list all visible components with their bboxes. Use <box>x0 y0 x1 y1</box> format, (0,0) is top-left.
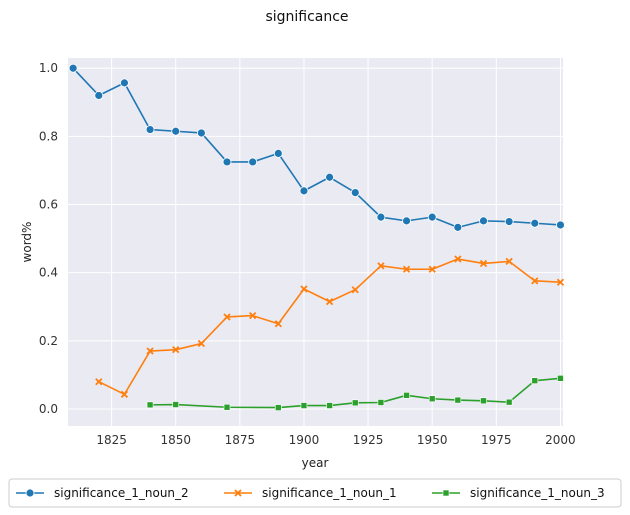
data-point <box>274 320 282 328</box>
data-point <box>273 149 283 158</box>
data-point <box>453 222 463 232</box>
plot-area <box>68 58 563 426</box>
data-point <box>351 399 359 407</box>
legend-item: significance_1_noun_1 <box>224 486 397 500</box>
y-tick-labels: 0.0 0.2 0.4 0.6 0.8 1.0 <box>39 61 58 416</box>
data-point <box>146 401 154 409</box>
series-layer <box>68 63 565 411</box>
data-point <box>556 278 565 286</box>
data-point <box>480 397 487 405</box>
data-point <box>172 401 180 408</box>
y-tick-label: 1.0 <box>39 61 58 75</box>
data-point <box>442 489 450 497</box>
data-point <box>325 172 335 182</box>
series-significance_1_noun_2 <box>68 63 565 232</box>
data-point <box>325 297 334 306</box>
x-tick-label: 1850 <box>160 433 191 447</box>
series-significance_1_noun_3 <box>146 374 564 411</box>
data-point <box>505 257 513 266</box>
data-point <box>326 402 333 409</box>
y-tick-label: 0.8 <box>39 129 58 143</box>
data-point <box>351 286 359 294</box>
data-point <box>299 186 309 196</box>
y-tick-label: 0.0 <box>39 402 58 416</box>
legend-label: significance_1_noun_2 <box>54 486 189 500</box>
x-tick-label: 1950 <box>417 433 448 447</box>
data-point <box>300 402 308 409</box>
legend-item: significance_1_noun_3 <box>432 486 605 500</box>
x-tick-label: 1825 <box>96 433 127 447</box>
data-point <box>95 378 103 386</box>
data-point <box>68 63 78 73</box>
data-point <box>145 125 155 134</box>
data-point <box>403 392 410 399</box>
data-point <box>428 265 436 273</box>
data-point <box>557 374 564 382</box>
x-tick-label: 1975 <box>481 433 512 447</box>
data-point <box>376 212 386 222</box>
legend: significance_1_noun_2 significance_1_noun… <box>8 478 622 508</box>
data-point <box>402 216 411 226</box>
legend-label: significance_1_noun_3 <box>470 486 605 500</box>
data-point <box>223 313 231 321</box>
y-tick-label: 0.6 <box>39 198 58 212</box>
data-point <box>350 188 360 197</box>
data-point <box>223 403 231 411</box>
data-point <box>146 347 154 355</box>
x-tick-label: 1875 <box>225 433 256 447</box>
data-point <box>25 488 35 498</box>
data-point <box>120 390 129 398</box>
data-point <box>300 285 308 293</box>
data-point <box>479 216 488 226</box>
data-point <box>402 265 411 273</box>
y-tick-label: 0.4 <box>39 266 58 280</box>
data-point <box>197 339 206 348</box>
y-tick-label: 0.2 <box>39 334 58 348</box>
data-point <box>556 220 565 230</box>
data-point <box>94 91 104 100</box>
legend-label: significance_1_noun_1 <box>262 486 397 500</box>
grid <box>68 58 563 426</box>
x-tick-labels: 1825 1850 1875 1900 1925 1950 1975 2000 <box>96 433 575 447</box>
data-point <box>172 346 180 354</box>
y-axis-label: word% <box>20 222 34 263</box>
x-axis-label: year <box>302 456 329 470</box>
data-point <box>377 399 385 406</box>
data-point <box>504 217 514 226</box>
data-point <box>275 404 282 411</box>
data-point <box>428 395 436 403</box>
x-tick-label: 2000 <box>545 433 576 447</box>
x-tick-label: 1900 <box>289 433 320 447</box>
data-point <box>505 398 513 406</box>
data-point <box>479 259 488 268</box>
legend-item: significance_1_noun_2 <box>16 486 189 500</box>
x-tick-label: 1925 <box>353 433 384 447</box>
data-point <box>454 255 462 263</box>
data-point <box>248 157 258 167</box>
data-point <box>196 128 206 138</box>
data-point <box>234 489 242 497</box>
legend-box <box>8 478 622 508</box>
data-point <box>530 218 540 228</box>
data-point <box>531 377 539 384</box>
chart-title: significance <box>265 9 348 25</box>
data-point <box>171 126 181 136</box>
series-significance_1_noun_1 <box>95 255 565 398</box>
data-point <box>377 262 385 270</box>
data-point <box>454 396 462 404</box>
data-point <box>120 78 129 88</box>
data-point <box>427 212 437 222</box>
data-point <box>531 277 539 285</box>
data-point <box>249 311 257 320</box>
data-point <box>222 157 232 167</box>
